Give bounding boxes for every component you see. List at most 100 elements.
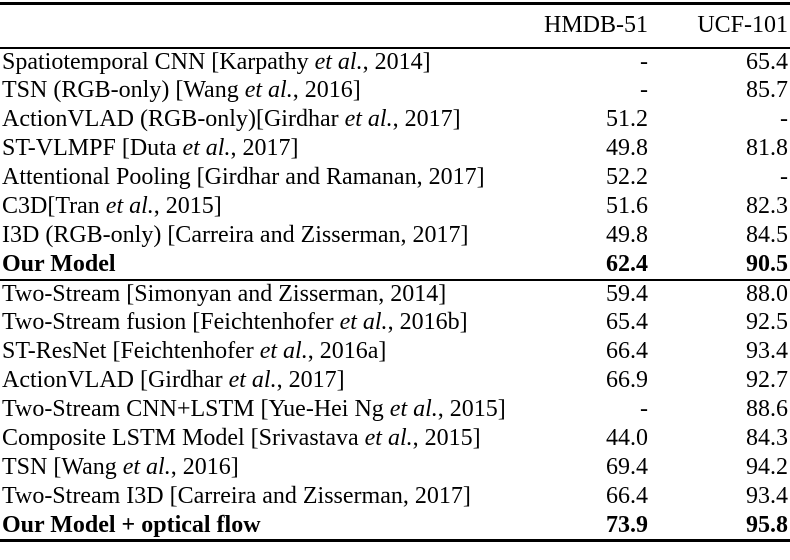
model-label: ST-VLMPF [Duta et al., 2017] <box>0 135 523 164</box>
table-row: ST-ResNet [Feichtenhofer et al., 2016a] 6… <box>0 338 790 367</box>
model-label: Composite LSTM Model [Srivastava et al.,… <box>0 425 523 454</box>
hmdb-51-score: 73.9 <box>606 511 648 538</box>
et-al-italic: et al. <box>244 77 293 104</box>
label-text: Two-Stream I3D [Carreira and Zisserman, … <box>2 483 471 510</box>
hmdb-51-score: 51.6 <box>606 193 648 220</box>
label-text: I3D (RGB-only) [Carreira and Zisserman, … <box>2 222 469 249</box>
hmdb-51-score: 66.4 <box>606 483 648 510</box>
table-row: TSN (RGB-only) [Wang et al., 2016] - 85.7 <box>0 77 790 106</box>
hmdb-51-score: 49.8 <box>606 222 648 249</box>
ucf-101-score: 90.5 <box>746 250 788 277</box>
ucf-101-score: 92.5 <box>746 309 788 336</box>
ucf-101-score: 92.7 <box>746 367 788 394</box>
label-text: ST-ResNet [Feichtenhofer <box>2 338 260 365</box>
table-section-rgb-only-models: Spatiotemporal CNN [Karpathy et al., 201… <box>0 48 790 280</box>
ucf-101-score: - <box>780 164 788 191</box>
label-text: TSN [Wang <box>2 454 123 481</box>
hmdb-51-score: 62.4 <box>606 250 648 277</box>
et-al-italic: et al. <box>122 454 171 481</box>
table-row: Our Model + optical flow 73.9 95.8 <box>0 512 790 541</box>
model-label: TSN (RGB-only) [Wang et al., 2016] <box>0 77 523 106</box>
hmdb-51-score: 44.0 <box>606 425 648 452</box>
table-row: Two-Stream I3D [Carreira and Zisserman, … <box>0 483 790 512</box>
model-label: ActionVLAD [Girdhar et al., 2017] <box>0 367 523 396</box>
label-text: Spatiotemporal CNN [Karpathy <box>2 48 315 75</box>
model-label: Our Model <box>0 251 523 280</box>
label-text: , 2017] <box>230 135 299 162</box>
hmdb-51-score: 65.4 <box>606 309 648 336</box>
ucf-101-score: 85.7 <box>746 77 788 104</box>
column-header-hmdb-51: HMDB-51 <box>523 3 648 49</box>
label-text: Composite LSTM Model [Srivastava <box>2 425 365 452</box>
ucf-101-score: 81.8 <box>746 135 788 162</box>
model-label: Spatiotemporal CNN [Karpathy et al., 201… <box>0 48 523 77</box>
label-text: Two-Stream CNN+LSTM [Yue-Hei Ng <box>2 396 390 423</box>
ucf-101-score: 95.8 <box>746 511 788 538</box>
label-text: , 2015] <box>153 193 222 220</box>
model-label: ActionVLAD (RGB-only)[Girdhar et al., 20… <box>0 106 523 135</box>
table-header: HMDB-51 UCF-101 <box>0 3 790 49</box>
label-text: , 2016] <box>170 454 239 481</box>
label-text: C3D[Tran <box>2 193 106 220</box>
label-text: , 2015] <box>437 396 506 423</box>
table-row: TSN [Wang et al., 2016] 69.4 94.2 <box>0 454 790 483</box>
ucf-101-score: 93.4 <box>746 338 788 365</box>
hmdb-51-score: - <box>640 48 648 75</box>
table-row: Composite LSTM Model [Srivastava et al.,… <box>0 425 790 454</box>
ucf-101-score: 93.4 <box>746 483 788 510</box>
ucf-101-score: 65.4 <box>746 48 788 75</box>
ucf-101-score: 84.5 <box>746 222 788 249</box>
hmdb-51-score: 49.8 <box>606 135 648 162</box>
et-al-italic: et al. <box>314 48 363 75</box>
table-row: Two-Stream [Simonyan and Zisserman, 2014… <box>0 278 790 309</box>
ucf-101-score: - <box>780 106 788 133</box>
model-label: Two-Stream I3D [Carreira and Zisserman, … <box>0 483 523 512</box>
model-label: Two-Stream CNN+LSTM [Yue-Hei Ng et al., … <box>0 396 523 425</box>
label-text: , 2016b] <box>387 309 468 336</box>
label-text: , 2017] <box>392 106 461 133</box>
hmdb-51-score: - <box>640 77 648 104</box>
et-al-italic: et al. <box>389 396 438 423</box>
benchmark-results-table: HMDB-51 UCF-101 Spatiotemporal CNN [Karp… <box>0 2 790 542</box>
label-text: Attentional Pooling [Girdhar and Ramanan… <box>2 164 485 191</box>
table-row: ActionVLAD (RGB-only)[Girdhar et al., 20… <box>0 106 790 135</box>
label-text: Our Model <box>2 250 116 277</box>
ucf-101-score: 88.6 <box>746 396 788 423</box>
hmdb-51-score: 59.4 <box>523 278 648 309</box>
label-text: ActionVLAD [Girdhar <box>2 367 229 394</box>
ucf-101-score: 94.2 <box>746 454 788 481</box>
table-row: Two-Stream CNN+LSTM [Yue-Hei Ng et al., … <box>0 396 790 425</box>
model-label: TSN [Wang et al., 2016] <box>0 454 523 483</box>
label-text: ActionVLAD (RGB-only)[Girdhar <box>2 106 345 133</box>
model-label: C3D[Tran et al., 2015] <box>0 193 523 222</box>
et-al-italic: et al. <box>339 309 388 336</box>
table-row: ST-VLMPF [Duta et al., 2017] 49.8 81.8 <box>0 135 790 164</box>
ucf-101-score: 82.3 <box>746 193 788 220</box>
model-label: Attentional Pooling [Girdhar and Ramanan… <box>0 164 523 193</box>
results-table-container: HMDB-51 UCF-101 Spatiotemporal CNN [Karp… <box>0 2 790 542</box>
ucf-101-score: 84.3 <box>746 425 788 452</box>
et-al-italic: et al. <box>259 338 308 365</box>
hmdb-51-score: - <box>640 396 648 423</box>
model-label: Our Model + optical flow <box>0 512 523 541</box>
label-text: , 2017] <box>276 367 345 394</box>
hmdb-51-score: 52.2 <box>606 164 648 191</box>
label-text: Two-Stream fusion [Feichtenhofer <box>2 309 340 336</box>
hmdb-51-score: 51.2 <box>606 106 648 133</box>
hmdb-51-score: 66.4 <box>606 338 648 365</box>
column-header-ucf-101: UCF-101 <box>648 3 790 49</box>
header-empty-cell <box>0 3 523 49</box>
label-text: , 2016a] <box>307 338 387 365</box>
label-text: ST-VLMPF [Duta <box>2 135 183 162</box>
header-row: HMDB-51 UCF-101 <box>0 3 790 49</box>
table-row: Spatiotemporal CNN [Karpathy et al., 201… <box>0 48 790 77</box>
table-row: Our Model 62.4 90.5 <box>0 251 790 280</box>
hmdb-51-score: 66.9 <box>606 367 648 394</box>
ucf-101-score: 88.0 <box>648 278 790 309</box>
label-text: , 2015] <box>412 425 481 452</box>
table-row: C3D[Tran et al., 2015] 51.6 82.3 <box>0 193 790 222</box>
et-al-italic: et al. <box>364 425 413 452</box>
model-label: I3D (RGB-only) [Carreira and Zisserman, … <box>0 222 523 251</box>
et-al-italic: et al. <box>105 193 154 220</box>
table-row: Two-Stream fusion [Feichtenhofer et al.,… <box>0 309 790 338</box>
